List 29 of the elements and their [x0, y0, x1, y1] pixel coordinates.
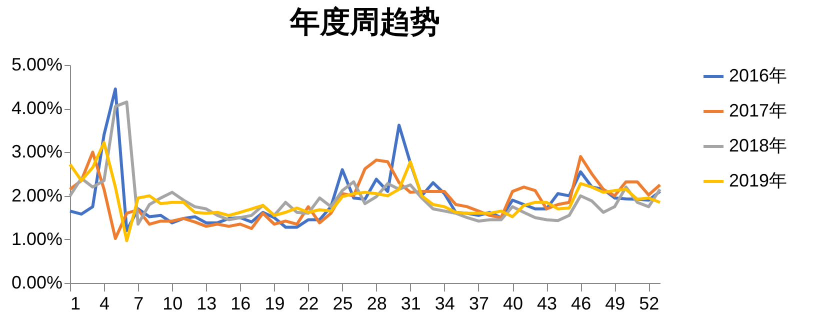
- x-tick-label: 13: [196, 294, 217, 314]
- x-tick-label: 22: [298, 294, 319, 314]
- legend-label: 2019年: [729, 170, 788, 190]
- x-tick-label: 46: [571, 294, 592, 314]
- x-tick-label: 10: [162, 294, 183, 314]
- legend-label: 2017年: [729, 100, 788, 120]
- x-tick-label: 16: [230, 294, 251, 314]
- x-tick-label: 40: [502, 294, 524, 314]
- x-tick-label: 4: [100, 294, 110, 314]
- x-tick-label: 19: [264, 294, 285, 314]
- x-tick-label: 52: [639, 294, 660, 314]
- y-tick-label: 1.00%: [11, 228, 62, 249]
- x-tick-label: 43: [537, 294, 558, 314]
- y-tick-label: 5.00%: [11, 54, 62, 74]
- x-tick-label: 28: [366, 294, 387, 314]
- x-tick-label: 49: [605, 294, 626, 314]
- legend-label: 2018年: [729, 136, 788, 156]
- x-tick-label: 1: [70, 294, 81, 314]
- y-tick-label: 0.00%: [11, 272, 62, 292]
- chart-title: 年度周趋势: [289, 5, 440, 39]
- x-tick-label: 31: [400, 294, 421, 314]
- x-tick-label: 37: [468, 294, 489, 314]
- y-tick-label: 4.00%: [11, 98, 62, 118]
- x-tick-label: 34: [434, 294, 455, 314]
- x-tick-label: 25: [332, 294, 353, 314]
- y-tick-label: 3.00%: [11, 142, 62, 162]
- legend-label: 2016年: [729, 66, 788, 86]
- x-tick-label: 7: [134, 294, 144, 314]
- y-tick-label: 2.00%: [11, 185, 62, 206]
